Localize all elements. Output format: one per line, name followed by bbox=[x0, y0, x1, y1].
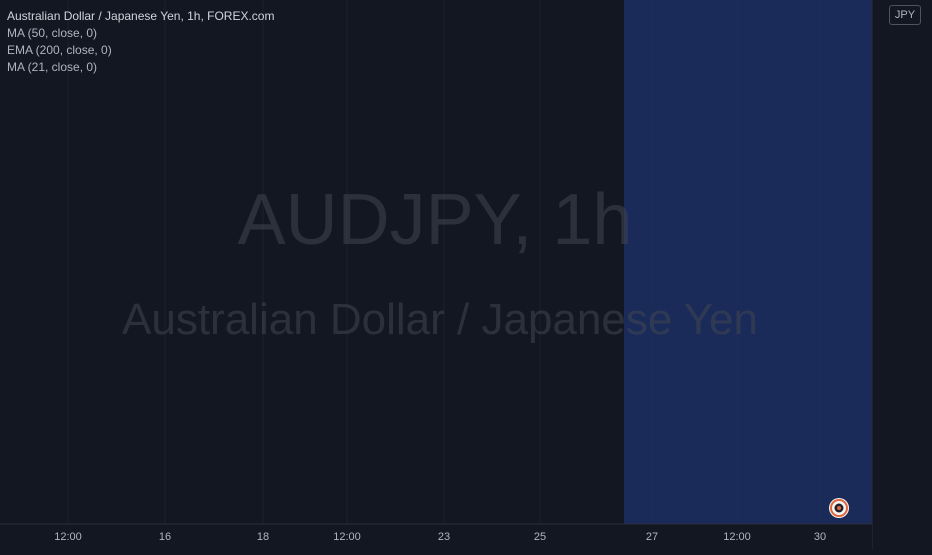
tradingview-logo-icon[interactable] bbox=[826, 497, 852, 519]
time-tick-label: 30 bbox=[814, 531, 826, 543]
price-axis-background bbox=[872, 0, 932, 550]
time-tick-label: 12:00 bbox=[723, 531, 751, 543]
time-tick-label: 12:00 bbox=[333, 531, 361, 543]
watermark-description: Australian Dollar / Japanese Yen bbox=[122, 295, 758, 344]
time-axis[interactable]: 12:00 16 18 12:00 23 25 27 12:00 30 bbox=[0, 523, 872, 550]
time-tick-label: 16 bbox=[159, 531, 171, 543]
indicator-ma50[interactable]: MA (50, close, 0) bbox=[7, 26, 98, 40]
position-zones bbox=[624, 0, 872, 526]
watermark-symbol: AUDJPY, 1h bbox=[238, 180, 633, 260]
time-tick-label: 27 bbox=[646, 531, 658, 543]
price-axis[interactable]: 82.00081.00080.50080.10079.30078.90078.6… bbox=[871, 0, 932, 550]
take-profit-zone bbox=[624, 0, 872, 526]
indicator-ema200[interactable]: EMA (200, close, 0) bbox=[7, 43, 112, 57]
time-tick-label: 23 bbox=[438, 531, 450, 543]
currency-badge[interactable]: JPY bbox=[889, 5, 921, 25]
time-axis-background bbox=[0, 524, 872, 550]
indicator-ma21[interactable]: MA (21, close, 0) bbox=[7, 60, 98, 74]
legend: Australian Dollar / Japanese Yen, 1h, FO… bbox=[7, 8, 274, 76]
time-tick-label: 12:00 bbox=[54, 531, 82, 543]
symbol-title[interactable]: Australian Dollar / Japanese Yen, 1h, FO… bbox=[7, 9, 275, 23]
time-tick-label: 18 bbox=[257, 531, 269, 543]
time-tick-label: 25 bbox=[534, 531, 546, 543]
